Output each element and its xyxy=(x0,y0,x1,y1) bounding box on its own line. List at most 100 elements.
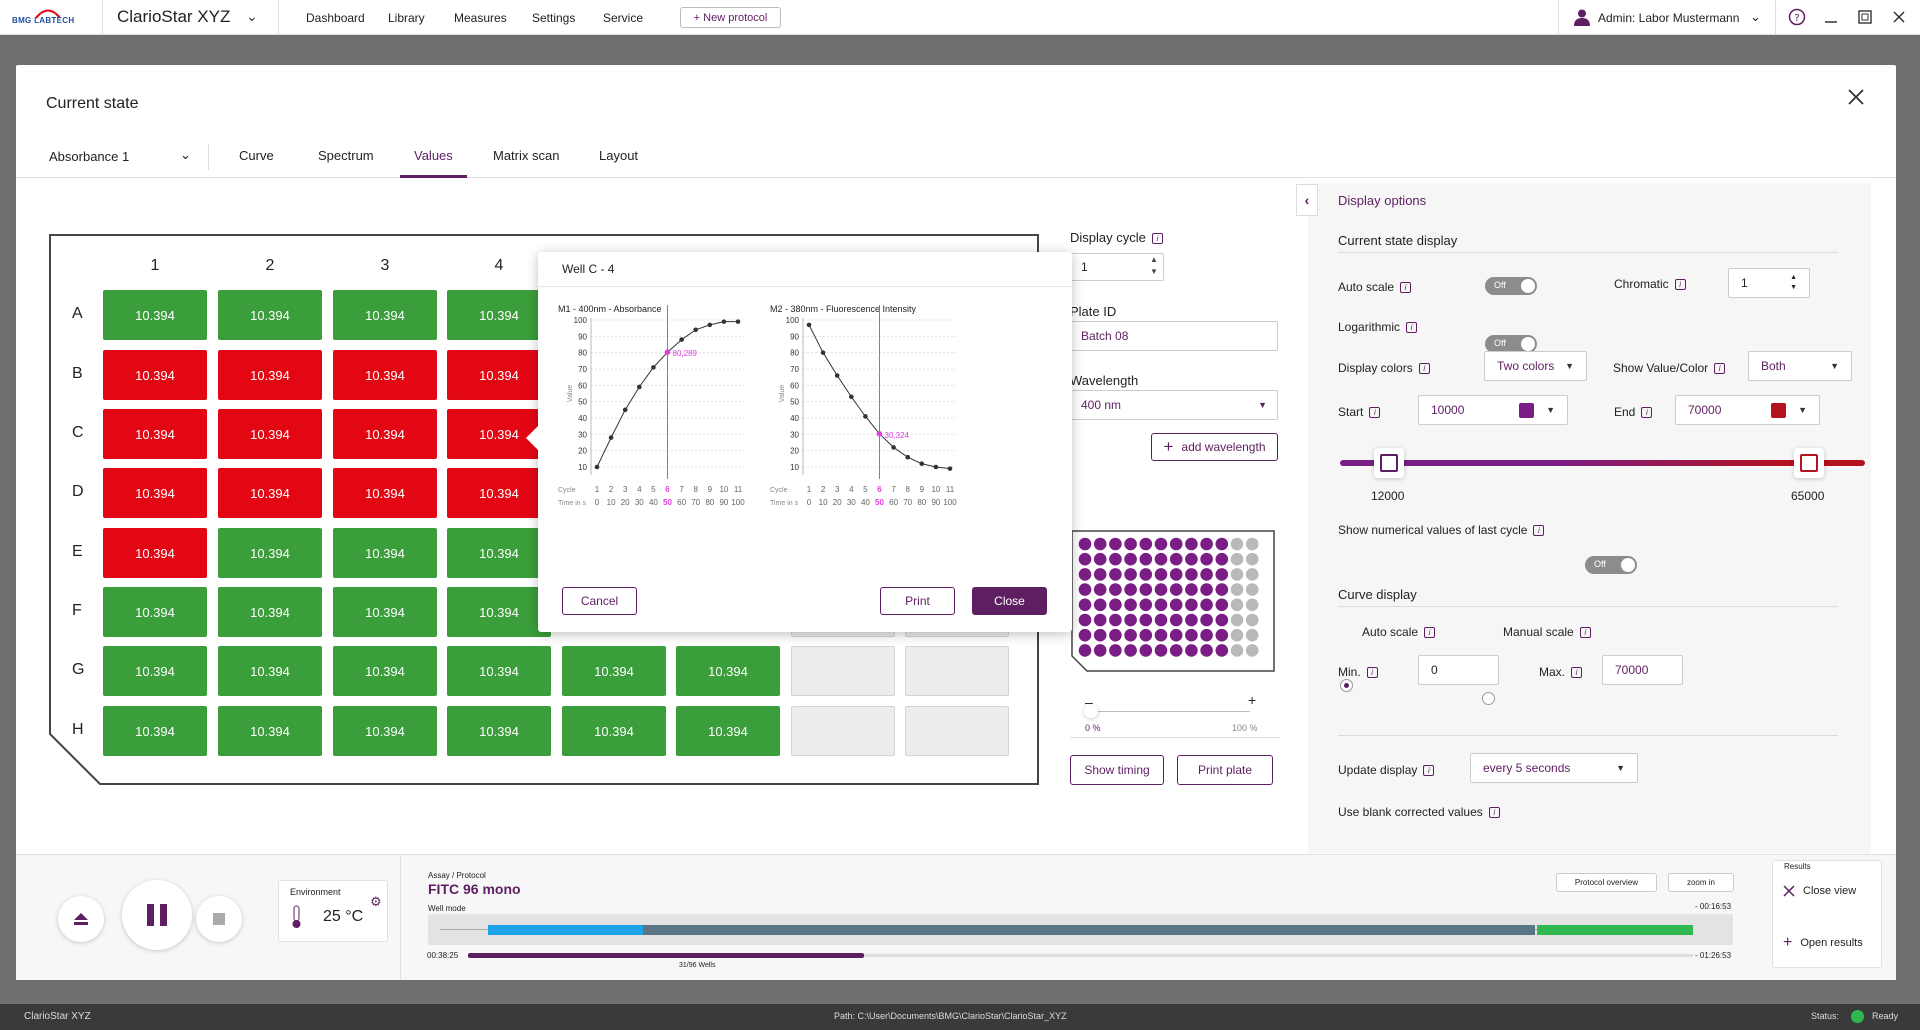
end-color-swatch[interactable] xyxy=(1771,402,1787,418)
minimize-icon[interactable] xyxy=(1820,6,1842,28)
pause-button[interactable] xyxy=(122,880,192,950)
add-wavelength-button[interactable]: + add wavelength xyxy=(1151,433,1278,461)
well-G4[interactable]: 10.394 xyxy=(447,646,551,696)
zoom-in-icon[interactable]: + xyxy=(1248,692,1257,708)
well-G3[interactable]: 10.394 xyxy=(333,646,437,696)
show-numerical-toggle[interactable]: Off xyxy=(1585,556,1637,574)
well-D3[interactable]: 10.394 xyxy=(333,468,437,518)
update-display-select[interactable]: every 5 seconds ▼ xyxy=(1470,753,1638,783)
min-input[interactable]: 0 xyxy=(1418,655,1499,685)
zoom-in-button[interactable]: zoom in xyxy=(1668,873,1734,892)
well-C1[interactable]: 10.394 xyxy=(103,409,207,459)
stepper-arrows-icon[interactable]: ▲ ▼ xyxy=(1790,274,1797,291)
info-icon[interactable]: i xyxy=(1674,279,1686,291)
info-icon[interactable]: i xyxy=(1151,233,1163,245)
tab-curve[interactable]: Curve xyxy=(239,148,274,163)
well-A4[interactable]: 10.394 xyxy=(447,290,551,340)
info-icon[interactable]: i xyxy=(1714,363,1726,375)
end-input[interactable]: 70000 ▼ xyxy=(1675,395,1820,425)
well-G7[interactable] xyxy=(791,646,895,696)
well-E4[interactable]: 10.394 xyxy=(447,528,551,578)
well-F3[interactable]: 10.394 xyxy=(333,587,437,637)
well-G2[interactable]: 10.394 xyxy=(218,646,322,696)
display-colors-select[interactable]: Two colors ▼ xyxy=(1484,351,1587,381)
info-icon[interactable]: i xyxy=(1418,363,1430,375)
well-D1[interactable]: 10.394 xyxy=(103,468,207,518)
start-input[interactable]: 10000 ▼ xyxy=(1418,395,1568,425)
gear-icon[interactable]: ⚙ xyxy=(370,894,382,909)
info-icon[interactable]: i xyxy=(1424,627,1436,639)
cancel-button[interactable]: Cancel xyxy=(562,587,637,615)
well-B4[interactable]: 10.394 xyxy=(447,350,551,400)
well-H5[interactable]: 10.394 xyxy=(562,706,666,756)
well-F4[interactable]: 10.394 xyxy=(447,587,551,637)
well-E3[interactable]: 10.394 xyxy=(333,528,437,578)
well-E2[interactable]: 10.394 xyxy=(218,528,322,578)
nav-measures[interactable]: Measures xyxy=(454,11,507,25)
info-icon[interactable]: i xyxy=(1423,765,1435,777)
app-title[interactable]: ClarioStar XYZ xyxy=(117,7,231,26)
show-value-color-select[interactable]: Both ▼ xyxy=(1748,351,1852,381)
well-A3[interactable]: 10.394 xyxy=(333,290,437,340)
well-H7[interactable] xyxy=(791,706,895,756)
well-H8[interactable] xyxy=(905,706,1009,756)
caret-down-icon[interactable]: ▼ xyxy=(1798,405,1807,415)
eject-button[interactable] xyxy=(58,896,104,942)
caret-down-icon[interactable]: ▼ xyxy=(1546,405,1555,415)
tab-values[interactable]: Values xyxy=(414,148,453,163)
info-icon[interactable]: i xyxy=(1579,627,1591,639)
close-icon[interactable] xyxy=(1846,86,1866,114)
info-icon[interactable]: i xyxy=(1533,525,1545,537)
help-icon[interactable]: ? xyxy=(1786,6,1808,28)
well-G1[interactable]: 10.394 xyxy=(103,646,207,696)
tab-spectrum[interactable]: Spectrum xyxy=(318,148,374,163)
plate-id-input[interactable]: Batch 08 xyxy=(1070,321,1278,351)
well-F2[interactable]: 10.394 xyxy=(218,587,322,637)
open-results-button[interactable]: + Open results xyxy=(1783,934,1863,951)
info-icon[interactable]: i xyxy=(1571,667,1583,679)
auto-scale-toggle[interactable]: Off xyxy=(1485,277,1537,295)
wavelength-select[interactable]: 400 nm ▼ xyxy=(1070,390,1278,420)
logarithmic-toggle[interactable]: Off xyxy=(1485,335,1537,353)
show-timing-button[interactable]: Show timing xyxy=(1070,755,1164,785)
zoom-slider-track[interactable] xyxy=(1090,711,1250,712)
well-B1[interactable]: 10.394 xyxy=(103,350,207,400)
well-C3[interactable]: 10.394 xyxy=(333,409,437,459)
restore-icon[interactable] xyxy=(1854,6,1876,28)
well-H6[interactable]: 10.394 xyxy=(676,706,780,756)
auto-scale-radio[interactable] xyxy=(1340,679,1353,692)
nav-dashboard[interactable]: Dashboard xyxy=(306,11,365,25)
close-popup-button[interactable]: Close xyxy=(972,587,1047,615)
plate-thumbnail[interactable] xyxy=(1071,530,1276,672)
range-high-handle[interactable] xyxy=(1794,448,1824,478)
range-low-handle[interactable] xyxy=(1374,448,1404,478)
info-icon[interactable]: i xyxy=(1369,407,1381,419)
close-view-button[interactable]: Close view xyxy=(1783,885,1856,897)
well-G5[interactable]: 10.394 xyxy=(562,646,666,696)
collapse-panel-icon[interactable]: ‹ xyxy=(1296,184,1318,216)
close-window-icon[interactable] xyxy=(1888,6,1910,28)
user-name[interactable]: Admin: Labor Mustermann xyxy=(1598,11,1740,25)
chevron-down-icon[interactable]: ⌄ xyxy=(1750,9,1761,24)
zoom-slider-handle[interactable] xyxy=(1084,704,1098,718)
timeline-segment-blue[interactable] xyxy=(488,925,643,935)
protocol-overview-button[interactable]: Protocol overview xyxy=(1556,873,1657,892)
info-icon[interactable]: i xyxy=(1406,322,1418,334)
info-icon[interactable]: i xyxy=(1366,667,1378,679)
well-H2[interactable]: 10.394 xyxy=(218,706,322,756)
well-E1[interactable]: 10.394 xyxy=(103,528,207,578)
max-input[interactable]: 70000 xyxy=(1602,655,1683,685)
stepper-arrows-icon[interactable]: ▲ ▼ xyxy=(1150,255,1158,276)
info-icon[interactable]: i xyxy=(1400,282,1412,294)
info-icon[interactable]: i xyxy=(1641,407,1653,419)
bmg-logo[interactable]: BMG LABTECH xyxy=(10,7,88,29)
nav-service[interactable]: Service xyxy=(603,11,644,25)
timeline-segment-gray[interactable] xyxy=(643,925,1535,935)
timeline-segment-green[interactable] xyxy=(1537,925,1693,935)
stop-button[interactable] xyxy=(196,896,242,942)
well-C2[interactable]: 10.394 xyxy=(218,409,322,459)
chevron-down-icon[interactable]: ⌄ xyxy=(246,8,258,24)
new-protocol-button[interactable]: + New protocol xyxy=(680,7,781,28)
well-F1[interactable]: 10.394 xyxy=(103,587,207,637)
info-icon[interactable]: i xyxy=(1488,807,1500,819)
